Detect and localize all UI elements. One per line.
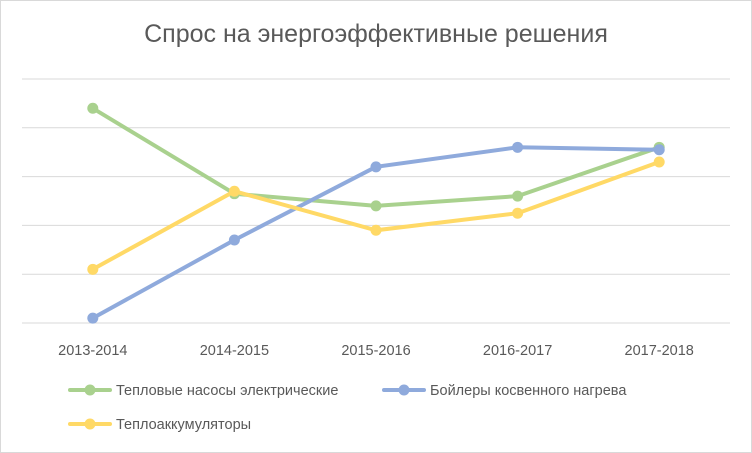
series-group <box>87 156 665 275</box>
legend-label: Бойлеры косвенного нагрева <box>430 383 627 399</box>
x-tick-label: 2014-2015 <box>200 343 269 359</box>
data-point <box>653 156 665 168</box>
data-point <box>512 207 524 219</box>
legend-label: Тепловые насосы электрические <box>116 383 338 399</box>
legend-item: Бойлеры косвенного нагрева <box>382 383 627 399</box>
series-group <box>87 102 665 212</box>
legend-item: Теплоаккумуляторы <box>68 417 251 433</box>
series-group <box>87 141 665 324</box>
data-point <box>87 312 99 324</box>
chart-title: Спрос на энергоэффективные решения <box>144 20 608 48</box>
data-point <box>87 102 99 114</box>
data-point <box>370 224 382 236</box>
legend: Тепловые насосы электрические Бойлеры кос… <box>68 383 627 433</box>
legend-item: Тепловые насосы электрические <box>68 383 338 399</box>
x-tick-label: 2015-2016 <box>341 343 410 359</box>
x-tick-label: 2016-2017 <box>483 343 552 359</box>
data-point <box>87 263 99 275</box>
data-point <box>228 185 240 197</box>
data-point <box>370 161 382 173</box>
data-point <box>370 200 382 212</box>
legend-label: Теплоаккумуляторы <box>116 417 251 433</box>
x-axis-labels: 2013-2014 2014-2015 2015-2016 2016-2017 2017… <box>58 343 694 359</box>
legend-swatch-marker <box>84 418 96 430</box>
data-point <box>512 190 524 202</box>
data-point <box>512 141 524 153</box>
legend-swatch-marker <box>398 384 410 396</box>
legend-swatch-marker <box>84 384 96 396</box>
data-point <box>653 144 665 156</box>
data-point <box>228 234 240 246</box>
x-tick-label: 2013-2014 <box>58 343 127 359</box>
x-tick-label: 2017-2018 <box>625 343 694 359</box>
series-lines <box>87 102 665 324</box>
